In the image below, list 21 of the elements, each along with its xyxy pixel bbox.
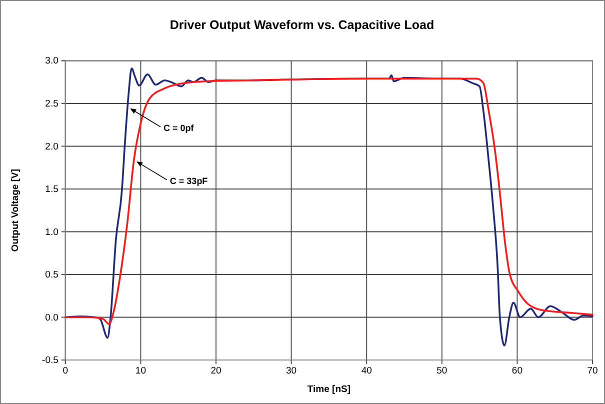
y-tick-label: 3.0 — [45, 56, 58, 67]
y-tick-label: -0.5 — [42, 355, 58, 366]
annotation: C = 0pf — [164, 122, 195, 133]
x-tick-label: 0 — [62, 366, 68, 377]
y-tick-label: 1.0 — [45, 226, 58, 238]
y-tick-label: 1.5 — [45, 184, 58, 196]
y-axis-title: Output Voltage [V] — [10, 169, 21, 252]
annotation: C = 33pF — [170, 176, 208, 186]
x-tick-label: 70 — [587, 366, 598, 377]
x-axis-title: Time [nS] — [307, 384, 351, 395]
x-tick-label: 60 — [512, 366, 522, 377]
y-tick-label: 2.0 — [45, 141, 58, 152]
y-tick-label: 0.0 — [45, 312, 58, 324]
x-tick-label: 20 — [210, 366, 222, 377]
x-tick-label: 50 — [436, 366, 448, 377]
chart-title: Driver Output Waveform vs. Capacitive Load — [170, 18, 434, 32]
x-tick-label: 40 — [361, 366, 372, 377]
x-tick-label: 30 — [286, 366, 297, 377]
y-tick-label: 2.5 — [45, 98, 58, 110]
x-tick-label: 10 — [135, 366, 146, 377]
y-tick-label: 0.5 — [45, 270, 58, 281]
